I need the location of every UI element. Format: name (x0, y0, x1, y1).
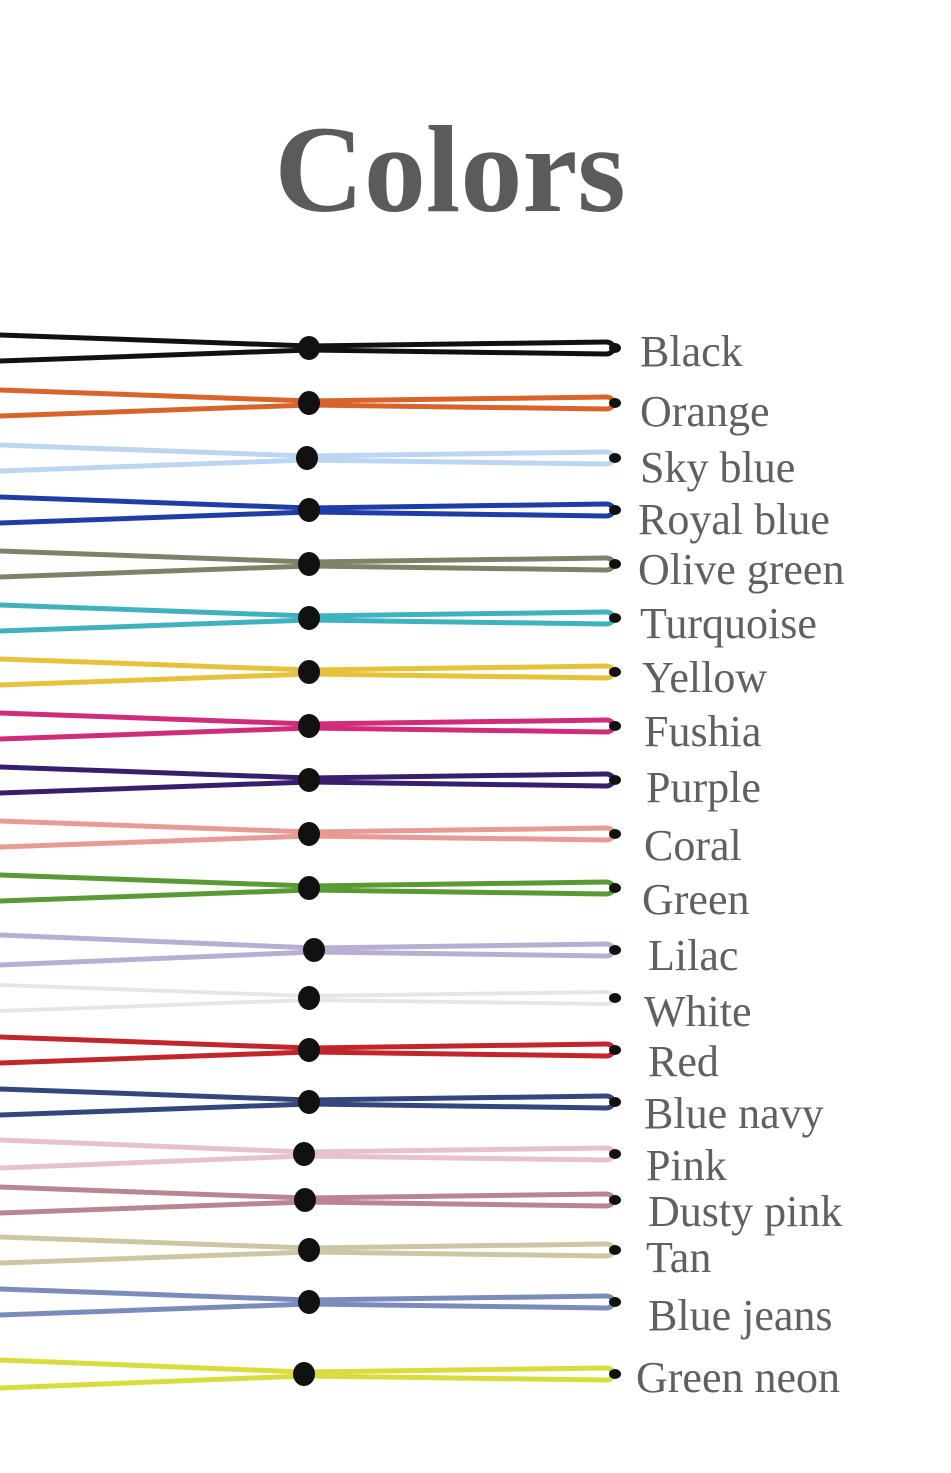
slider-bead (296, 446, 318, 470)
color-label-yellow: Yellow (642, 653, 768, 702)
color-label-turquoise: Turquoise (640, 599, 817, 648)
page-title: Colors (274, 101, 626, 238)
color-label-olive-green: Olive green (638, 545, 845, 594)
color-label-lilac: Lilac (648, 931, 739, 980)
end-tip (609, 1097, 621, 1107)
end-tip (609, 993, 621, 1003)
end-tip (609, 883, 621, 893)
color-label-fushia: Fushia (644, 707, 762, 756)
cord-fushia (0, 710, 621, 742)
slider-bead (298, 606, 320, 630)
slider-bead (298, 391, 320, 415)
color-label-purple: Purple (646, 763, 761, 812)
cord-orange (0, 387, 621, 419)
color-label-red: Red (648, 1037, 719, 1086)
slider-bead (298, 768, 320, 792)
cord-black (0, 332, 621, 364)
color-label-black: Black (640, 327, 743, 376)
slider-bead (298, 1238, 320, 1262)
cord-red (0, 1034, 621, 1066)
end-tip (609, 775, 621, 785)
slider-bead (293, 1142, 315, 1166)
cord-pink (0, 1137, 621, 1171)
cord-yellow (0, 656, 621, 688)
color-label-coral: Coral (644, 821, 742, 870)
color-label-orange: Orange (640, 387, 770, 436)
color-label-green-neon: Green neon (636, 1353, 841, 1402)
color-label-royal-blue: Royal blue (638, 495, 830, 544)
end-tip (609, 1195, 621, 1205)
end-tip (609, 559, 621, 569)
cord-coral (0, 818, 621, 850)
slider-bead (298, 714, 320, 738)
slider-bead (298, 1090, 320, 1114)
end-tip (609, 721, 621, 731)
color-label-sky-blue: Sky blue (640, 443, 796, 492)
cord-white (0, 983, 621, 1013)
cord-blue-navy (0, 1086, 621, 1118)
cord-royal-blue (0, 494, 621, 526)
end-tip (609, 1045, 621, 1055)
slider-bead (298, 876, 320, 900)
end-tip (609, 398, 621, 408)
color-label-green: Green (642, 875, 750, 924)
cord-green (0, 872, 621, 904)
end-tip (609, 1369, 621, 1379)
slider-bead (298, 498, 320, 522)
cord-sky-blue (0, 442, 621, 474)
slider-bead (298, 1038, 320, 1062)
color-label-white: White (644, 987, 752, 1036)
cord-dusty-pink (0, 1184, 621, 1216)
end-tip (609, 667, 621, 677)
end-tip (609, 945, 621, 955)
cord-lilac (0, 932, 621, 968)
color-label-dusty-pink: Dusty pink (648, 1187, 843, 1236)
end-tip (609, 829, 621, 839)
end-tip (609, 1245, 621, 1255)
slider-bead (298, 552, 320, 576)
cord-tan (0, 1234, 621, 1266)
slider-bead (298, 822, 320, 846)
color-label-pink: Pink (646, 1141, 727, 1190)
end-tip (609, 343, 621, 353)
end-tip (609, 453, 621, 463)
slider-bead (303, 938, 325, 962)
color-label-blue-navy: Blue navy (644, 1089, 824, 1138)
end-tip (609, 1149, 621, 1159)
cord-turquoise (0, 602, 621, 634)
slider-bead (298, 1290, 320, 1314)
slider-bead (293, 1362, 315, 1386)
slider-bead (294, 1188, 316, 1212)
slider-bead (298, 336, 320, 360)
color-label-tan: Tan (646, 1233, 712, 1282)
cord-olive-green (0, 548, 621, 580)
end-tip (609, 613, 621, 623)
color-label-blue-jeans: Blue jeans (648, 1291, 833, 1340)
end-tip (609, 1297, 621, 1307)
cord-green-neon (0, 1357, 621, 1391)
cord-purple (0, 764, 621, 796)
slider-bead (298, 986, 320, 1010)
slider-bead (298, 660, 320, 684)
end-tip (609, 505, 621, 515)
cord-blue-jeans (0, 1286, 621, 1318)
